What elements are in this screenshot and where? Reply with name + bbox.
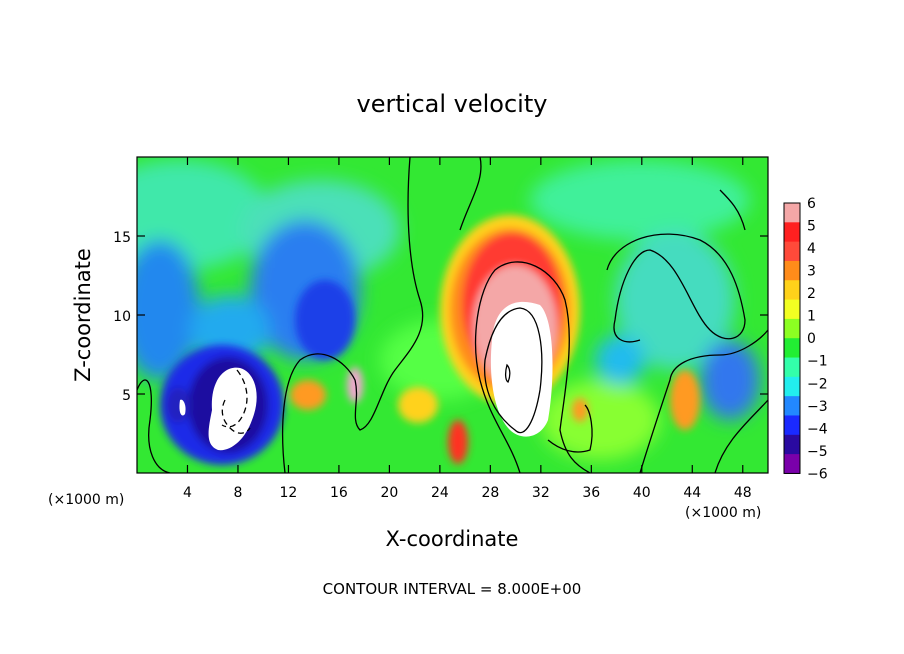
- field-region-cyan-right: [615, 230, 735, 370]
- velocity-field: [137, 157, 768, 473]
- y-axis-title: Z-coordinate: [71, 248, 95, 382]
- field-region-yellowgreen-right: [540, 380, 660, 460]
- colorbar-swatch: [784, 415, 800, 436]
- contour-line-negative: [221, 399, 251, 434]
- colorbar-swatch: [784, 376, 800, 397]
- colorbar-label: 5: [807, 219, 816, 235]
- downdraft-core-white: [208, 367, 257, 451]
- x-tick-label: 44: [683, 485, 701, 501]
- updraft-yellow-small: [398, 387, 438, 423]
- colorbar-swatch: [784, 396, 800, 416]
- contour-line: [606, 233, 746, 343]
- contour-line: [483, 307, 543, 434]
- y-tick-label: 5: [122, 388, 131, 404]
- colorbar-swatch: [784, 260, 800, 281]
- contour-line: [282, 157, 424, 473]
- contour-line: [504, 363, 511, 383]
- updraft-small-red: [448, 420, 468, 464]
- y-tick-label: 10: [113, 309, 131, 325]
- colorbar-swatch: [784, 299, 800, 320]
- x-tick-label: 48: [734, 485, 752, 501]
- x-tick-label: 20: [380, 485, 398, 501]
- x-tick-label: 12: [280, 485, 298, 501]
- downdraft-blue-mid: [295, 280, 355, 360]
- x-tick-label: 28: [481, 485, 499, 501]
- field-region-cyan-small: [595, 335, 645, 385]
- chart-title: vertical velocity: [357, 90, 548, 118]
- contour-line: [719, 189, 746, 231]
- x-tick-label: 32: [532, 485, 550, 501]
- x-axis-title: X-coordinate: [386, 527, 519, 551]
- updraft-orange-small: [572, 398, 588, 422]
- downdraft-pink-small: [347, 367, 363, 403]
- colorbar: 6 5 4 3 2 1 0 −1 −2 −3 −4 −5 −6: [783, 196, 828, 482]
- downdraft-core-white-small: [179, 399, 186, 416]
- downdraft-small-left: [166, 387, 190, 423]
- contour-line: [459, 157, 482, 231]
- colorbar-label: 2: [807, 286, 816, 302]
- colorbar-label: −1: [807, 354, 828, 370]
- contour-line: [547, 404, 593, 453]
- contour-line: [714, 399, 768, 473]
- colorbar-swatch: [784, 318, 800, 339]
- colorbar-swatch: [784, 222, 800, 243]
- colorbar-label: −3: [807, 399, 828, 415]
- colorbar-label: 6: [807, 196, 816, 212]
- y-tick-label: 15: [113, 230, 131, 246]
- contour-line: [639, 329, 768, 473]
- x-tick-label: 24: [431, 485, 449, 501]
- colorbar-label: 3: [807, 264, 816, 280]
- x-unit-right: (×1000 m): [685, 505, 761, 521]
- x-tick-label: 36: [582, 485, 600, 501]
- colorbar-label: 4: [807, 241, 816, 257]
- updraft-orange-right: [670, 370, 700, 430]
- colorbar-label: 0: [807, 331, 816, 347]
- field-region-blue-far-right: [700, 340, 760, 420]
- x-unit-left: (×1000 m): [48, 492, 124, 508]
- x-tick-label: 8: [233, 485, 242, 501]
- colorbar-swatch: [784, 338, 800, 359]
- field-region-blue-left: [137, 240, 200, 380]
- contour-line: [137, 379, 171, 473]
- colorbar-label: −6: [807, 466, 828, 482]
- x-tick-label: 40: [633, 485, 651, 501]
- colorbar-swatch: [784, 454, 800, 474]
- colorbar-swatch: [784, 241, 800, 262]
- field-region-light-green-upper-right: [530, 160, 750, 240]
- y-axis: 5 10 15: [113, 230, 768, 404]
- colorbar-swatch: [784, 434, 800, 455]
- colorbar-swatch: [784, 357, 800, 378]
- colorbar-label: −5: [807, 444, 828, 460]
- x-axis: 4 8 12 16 20 24 28 32 36 40 44 48: [183, 157, 752, 501]
- contour-line: [475, 261, 591, 473]
- x-tick-label: 4: [183, 485, 192, 501]
- colorbar-frame: [783, 202, 801, 474]
- colorbar-label: −2: [807, 376, 828, 392]
- contour-line-negative: [221, 369, 248, 428]
- x-tick-label: 16: [330, 485, 348, 501]
- colorbar-swatch: [784, 203, 800, 223]
- colorbar-swatch: [784, 280, 800, 301]
- contour-lines: [137, 157, 768, 473]
- colorbar-label: −4: [807, 421, 828, 437]
- updraft-orange-left: [290, 380, 326, 410]
- colorbar-label: 1: [807, 309, 816, 325]
- contour-interval-note: CONTOUR INTERVAL = 8.000E+00: [323, 580, 582, 598]
